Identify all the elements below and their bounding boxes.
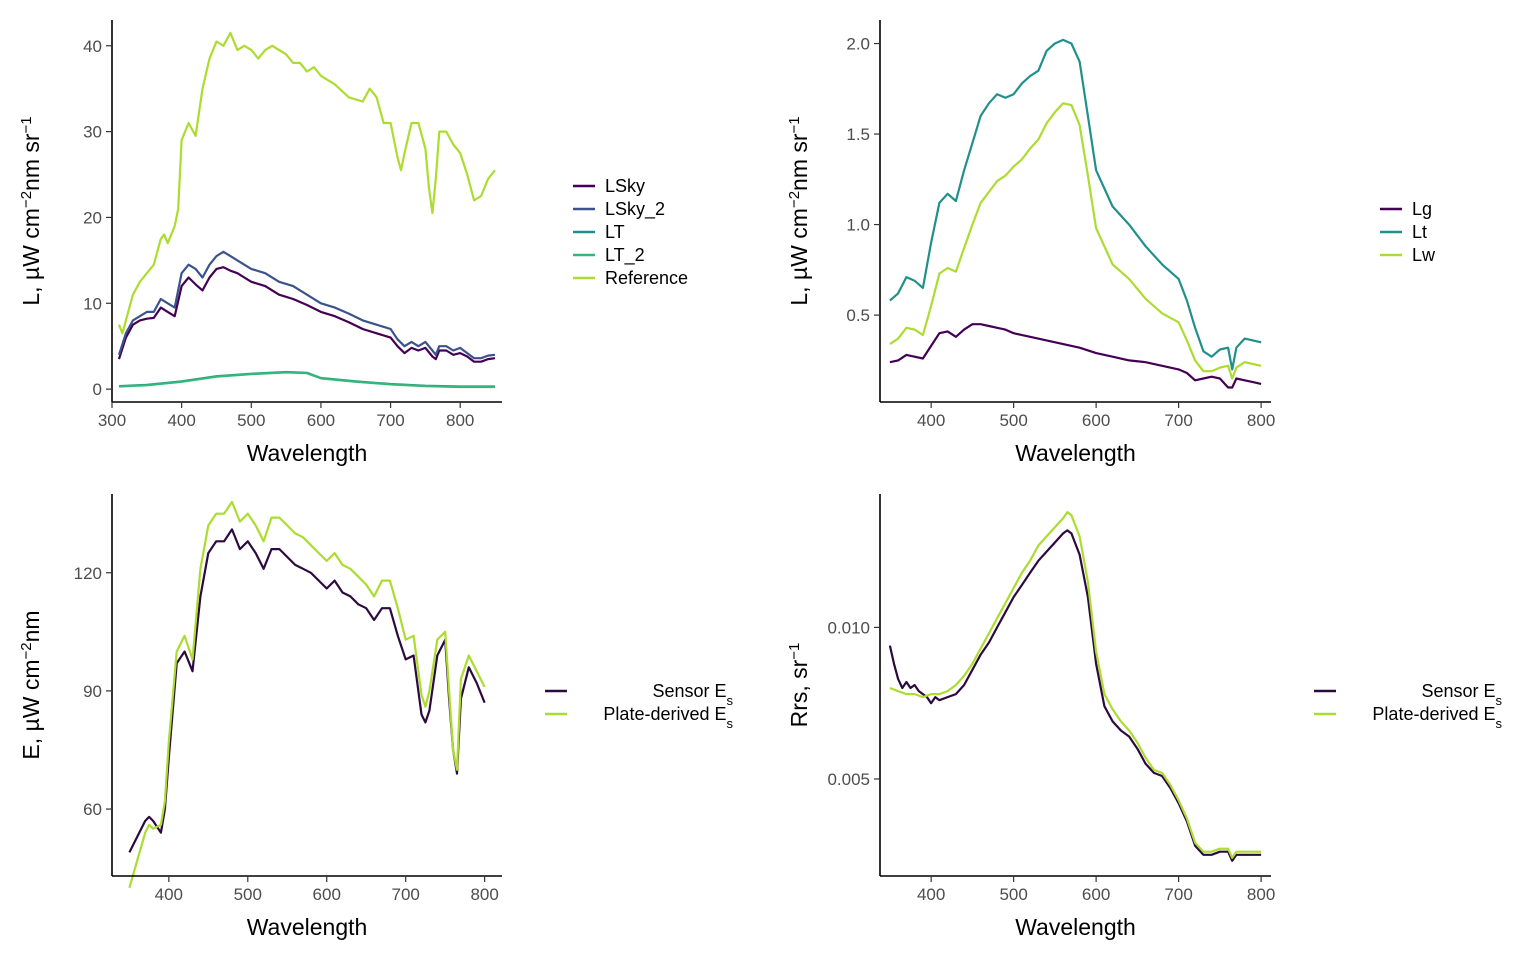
legend-label: Sensor Es <box>1421 681 1502 708</box>
x-axis-title: Wavelength <box>1015 440 1136 466</box>
x-tick-label: 400 <box>167 411 195 430</box>
legend-label: Sensor Es <box>652 681 733 708</box>
y-tick-label: 2.0 <box>846 35 870 54</box>
legend-label: Lg <box>1412 199 1432 219</box>
y-axis-title: Rrs, sr−1 <box>786 643 813 728</box>
x-tick-label: 800 <box>1247 885 1275 904</box>
y-tick-label: 20 <box>83 208 102 227</box>
x-tick-label: 700 <box>391 885 419 904</box>
x-tick-label: 600 <box>1082 411 1110 430</box>
y-axis-title: L, µW cm−2nm sr−1 <box>786 116 813 305</box>
x-tick-label: 800 <box>1247 411 1275 430</box>
x-axis-title: Wavelength <box>1015 914 1136 940</box>
legend-label: Plate-derived Es <box>1372 704 1502 731</box>
y-tick-label: 30 <box>83 123 102 142</box>
x-tick-label: 700 <box>376 411 404 430</box>
legend-label: LT <box>605 222 625 242</box>
y-tick-label: 0.010 <box>827 618 870 637</box>
y-tick-label: 0 <box>93 380 102 399</box>
panel-rrs: 400 500 600 700 800 0.005 0.010 Wavelength Rrs, … <box>786 494 1503 940</box>
y-axis-title: E, µW cm−2nm <box>18 610 45 759</box>
series-line-lw <box>889 102 1262 380</box>
series-line-sensor-es <box>128 528 486 853</box>
series-line-lsky-2 <box>117 250 496 360</box>
y-tick-label: 0.005 <box>827 770 870 789</box>
series-line-lsky <box>117 266 496 363</box>
x-tick-label: 500 <box>999 885 1027 904</box>
series-line-lg <box>889 323 1262 389</box>
panel-irradiance: 400 500 600 700 800 60 90 120 Wavelength E, µW cm… <box>18 494 734 940</box>
x-tick-label: 600 <box>307 411 335 430</box>
series-line-lt-2 <box>118 371 495 389</box>
x-axis-title: Wavelength <box>247 440 368 466</box>
y-tick-label: 1.0 <box>846 216 870 235</box>
x-tick-label: 800 <box>446 411 474 430</box>
x-tick-label: 500 <box>234 885 262 904</box>
panel-radiance-water: 400 500 600 700 800 0.5 1.0 1.5 2.0 Wavelength L, … <box>786 20 1436 466</box>
y-tick-label: 40 <box>83 37 102 56</box>
x-tick-label: 700 <box>1164 411 1192 430</box>
legend-label: LSky <box>605 176 645 196</box>
series-line-lt <box>889 38 1262 371</box>
y-tick-label: 120 <box>74 564 102 583</box>
x-tick-label: 400 <box>917 885 945 904</box>
x-tick-label: 600 <box>1082 885 1110 904</box>
legend-label: Plate-derived Es <box>603 704 733 731</box>
y-tick-label: 10 <box>83 294 102 313</box>
x-tick-label: 500 <box>237 411 265 430</box>
x-tick-label: 500 <box>999 411 1027 430</box>
x-axis-title: Wavelength <box>247 914 368 940</box>
legend-label: Lw <box>1412 245 1436 265</box>
panel-radiance-reference: 300 400 500 600 700 800 0 10 20 30 40 Wavelength L, … <box>18 20 688 466</box>
y-tick-label: 1.5 <box>846 125 870 144</box>
y-tick-label: 60 <box>83 800 102 819</box>
y-tick-label: 0.5 <box>846 306 870 325</box>
x-tick-label: 400 <box>155 885 183 904</box>
x-tick-label: 400 <box>917 411 945 430</box>
x-tick-label: 600 <box>313 885 341 904</box>
x-tick-label: 700 <box>1164 885 1192 904</box>
x-tick-label: 800 <box>470 885 498 904</box>
legend-label: LT_2 <box>605 245 645 266</box>
x-tick-label: 300 <box>98 411 126 430</box>
legend-label: LSky_2 <box>605 199 665 220</box>
series-line-plate-derived-es <box>128 500 486 889</box>
legend-label: Reference <box>605 268 688 288</box>
y-tick-label: 90 <box>83 682 102 701</box>
series-line-reference <box>117 31 496 335</box>
y-axis-title: L, µW cm−2nm sr−1 <box>18 116 45 305</box>
legend-label: Lt <box>1412 222 1427 242</box>
series-line-plate-derived-es <box>889 511 1262 859</box>
